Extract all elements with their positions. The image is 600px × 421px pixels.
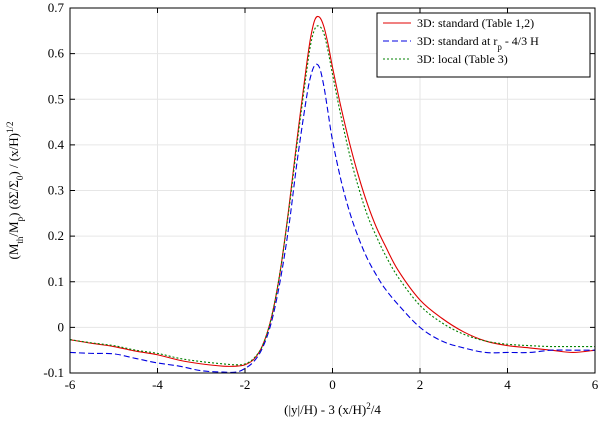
x-tick-label: -4: [152, 377, 163, 392]
x-tick-label: 4: [504, 377, 511, 392]
y-tick-label: 0.3: [48, 183, 64, 198]
legend-box: [376, 12, 591, 78]
series-line-1: [69, 15, 596, 367]
y-tick-label: 0.7: [48, 0, 65, 15]
y-tick-label: 0.6: [48, 46, 65, 61]
y-axis-label: (Mth/Mp) (δΣ/Σ0) / (x/H)1/2: [5, 122, 25, 260]
y-tick-label: 0.1: [48, 274, 64, 289]
legend: 3D: standard (Table 1,2) 3D: standard at …: [376, 12, 591, 78]
series-line-2: [69, 63, 595, 373]
x-tick-label: 6: [592, 377, 599, 392]
y-tick-label: -0.1: [43, 365, 64, 380]
legend-label-3: 3D: local (Table 3): [417, 52, 508, 66]
x-axis-label: (|y|/H) - 3 (x/H)2/4: [284, 401, 381, 417]
x-tick-label: -2: [240, 377, 251, 392]
series-line-3: [69, 25, 595, 366]
y-tick-label: 0.4: [48, 137, 65, 152]
x-tick-label: -6: [65, 377, 76, 392]
x-tick-label: 0: [329, 377, 336, 392]
x-tick-label: 2: [417, 377, 424, 392]
ticks: -6 -4 -2 0 2 4 6 -0.1 0 0.1 0.2 0.3 0.4 0.5 0.6 0.7: [43, 0, 598, 392]
legend-label-2: 3D: standard at rp - 4/3 H: [417, 34, 539, 52]
y-tick-label: 0.5: [48, 91, 64, 106]
y-tick-label: 0: [58, 319, 65, 334]
y-tick-label: 0.2: [48, 228, 64, 243]
legend-label-1: 3D: standard (Table 1,2): [417, 16, 534, 30]
series-group: [69, 15, 596, 373]
